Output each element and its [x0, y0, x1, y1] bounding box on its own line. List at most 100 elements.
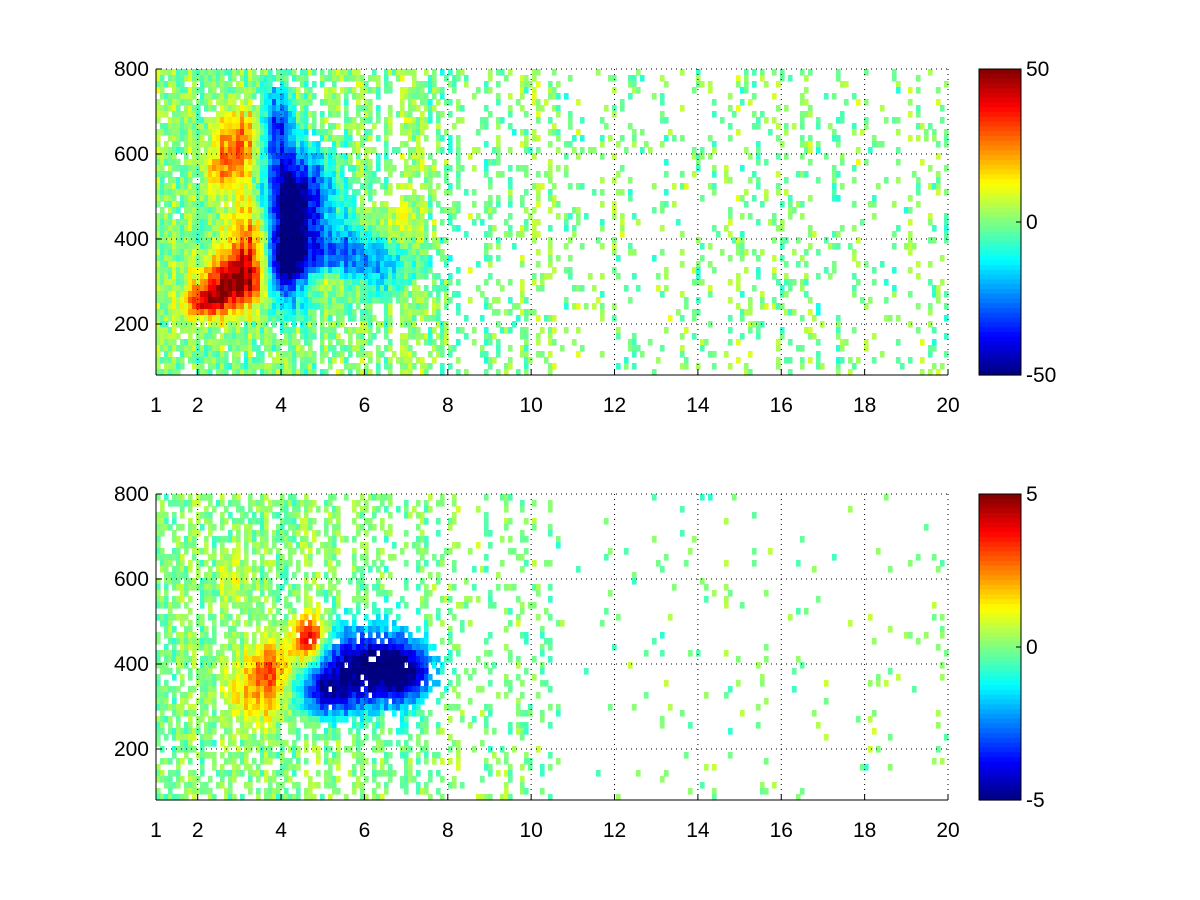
heatmap-cell: [316, 285, 321, 292]
heatmap-cell: [320, 153, 325, 160]
heatmap-cell: [408, 93, 413, 100]
heatmap-cell: [312, 123, 317, 130]
heatmap-cell: [724, 177, 729, 184]
heatmap-cell: [400, 267, 405, 274]
heatmap-cell: [228, 794, 233, 801]
heatmap-cell: [320, 339, 325, 346]
heatmap-cell: [388, 291, 393, 298]
heatmap-cell: [660, 201, 665, 208]
heatmap-cell: [484, 327, 489, 334]
heatmap-cell: [284, 309, 289, 316]
heatmap-cell: [200, 363, 205, 370]
heatmap-cell: [320, 81, 325, 88]
heatmap-cell: [308, 309, 313, 316]
heatmap-cell: [756, 117, 761, 124]
heatmap-cell: [164, 494, 169, 501]
heatmap-cell: [300, 159, 305, 166]
heatmap-cell: [204, 626, 209, 633]
heatmap-cell: [332, 189, 337, 196]
heatmap-cell: [264, 201, 269, 208]
heatmap-cell: [264, 75, 269, 82]
heatmap-cell: [804, 249, 809, 256]
heatmap-cell: [428, 81, 433, 88]
heatmap-cell: [164, 231, 169, 238]
heatmap-cell: [368, 171, 373, 178]
heatmap-cell: [600, 219, 605, 226]
heatmap-cell: [932, 135, 937, 142]
heatmap-cell: [628, 195, 633, 202]
heatmap-cell: [420, 207, 425, 214]
heatmap-cell: [524, 189, 529, 196]
heatmap-cell: [276, 93, 281, 100]
heatmap-cell: [192, 261, 197, 268]
heatmap-cell: [432, 243, 437, 250]
heatmap-cell: [196, 135, 201, 142]
heatmap-cell: [240, 135, 245, 142]
heatmap-cell: [236, 602, 241, 609]
heatmap-cell: [272, 273, 277, 280]
heatmap-cell: [376, 93, 381, 100]
heatmap-cell: [852, 165, 857, 172]
heatmap-cell: [292, 87, 297, 94]
heatmap-cell: [228, 99, 233, 106]
heatmap-cell: [164, 734, 169, 741]
heatmap-cell: [264, 267, 269, 274]
heatmap-cell: [188, 171, 193, 178]
heatmap-cell: [200, 638, 205, 645]
heatmap-cell: [280, 267, 285, 274]
heatmap-cell: [480, 123, 485, 130]
heatmap-cell: [196, 674, 201, 681]
heatmap-cell: [908, 195, 913, 202]
heatmap-cell: [416, 93, 421, 100]
heatmap-cell: [416, 267, 421, 274]
heatmap-cell: [364, 87, 369, 94]
heatmap-cell: [172, 297, 177, 304]
heatmap-cell: [192, 213, 197, 220]
heatmap-cell: [364, 285, 369, 292]
heatmap-cell: [304, 123, 309, 130]
heatmap-cell: [404, 297, 409, 304]
heatmap-cell: [160, 560, 165, 567]
heatmap-cell: [808, 309, 813, 316]
colorbar-segment: [979, 288, 1021, 295]
heatmap-cell: [416, 159, 421, 166]
heatmap-cell: [788, 207, 793, 214]
heatmap-cell: [232, 518, 237, 525]
heatmap-cell: [196, 273, 201, 280]
heatmap-cell: [208, 75, 213, 82]
colorbar-segment: [979, 231, 1021, 237]
heatmap-cell: [188, 135, 193, 142]
heatmap-cell: [440, 237, 445, 244]
heatmap-cell: [172, 698, 177, 705]
heatmap-cell: [268, 165, 273, 172]
heatmap-cell: [756, 333, 761, 340]
heatmap-cell: [280, 195, 285, 202]
heatmap-cell: [852, 93, 857, 100]
heatmap-cell: [336, 93, 341, 100]
heatmap-cell: [188, 207, 193, 214]
heatmap-cell: [404, 279, 409, 286]
heatmap-cell: [192, 500, 197, 507]
heatmap-cell: [328, 69, 333, 76]
heatmap-cell: [292, 207, 297, 214]
heatmap-cell: [200, 560, 205, 567]
heatmap-cell: [240, 165, 245, 172]
heatmap-cell: [204, 650, 209, 657]
heatmap-cell: [244, 183, 249, 190]
heatmap-cell: [496, 345, 501, 352]
heatmap-cell: [276, 75, 281, 82]
heatmap-cell: [188, 536, 193, 543]
heatmap-cell: [236, 494, 241, 501]
heatmap-cell: [292, 237, 297, 244]
heatmap-cell: [288, 171, 293, 178]
heatmap-cell: [416, 153, 421, 160]
heatmap-cell: [196, 572, 201, 579]
heatmap-cell: [300, 321, 305, 328]
heatmap-cell: [228, 788, 233, 795]
heatmap-cell: [208, 243, 213, 250]
heatmap-cell: [836, 369, 841, 376]
heatmap-cell: [164, 602, 169, 609]
heatmap-cell: [224, 129, 229, 136]
heatmap-cell: [884, 177, 889, 184]
heatmap-cell: [244, 273, 249, 280]
